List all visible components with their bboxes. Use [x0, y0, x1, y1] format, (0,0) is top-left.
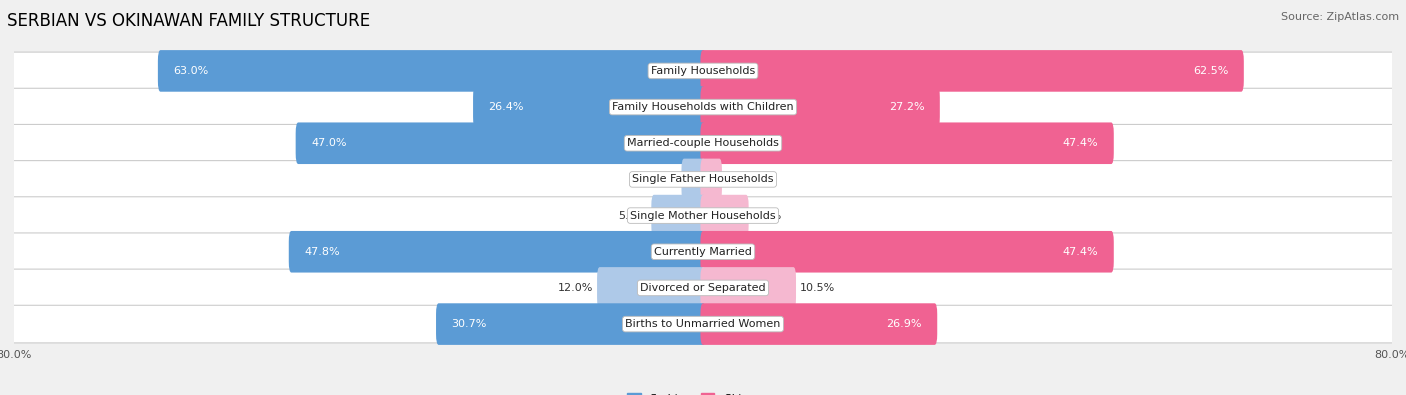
Text: Family Households: Family Households: [651, 66, 755, 76]
FancyBboxPatch shape: [6, 52, 1400, 90]
Text: Family Households with Children: Family Households with Children: [612, 102, 794, 112]
Text: 63.0%: 63.0%: [173, 66, 208, 76]
Text: Married-couple Households: Married-couple Households: [627, 138, 779, 148]
FancyBboxPatch shape: [682, 159, 706, 200]
Text: 5.0%: 5.0%: [754, 211, 782, 220]
FancyBboxPatch shape: [700, 303, 938, 345]
FancyBboxPatch shape: [295, 122, 706, 164]
FancyBboxPatch shape: [700, 50, 1244, 92]
FancyBboxPatch shape: [700, 267, 796, 309]
FancyBboxPatch shape: [6, 305, 1400, 343]
FancyBboxPatch shape: [651, 195, 706, 236]
FancyBboxPatch shape: [598, 267, 706, 309]
Text: Source: ZipAtlas.com: Source: ZipAtlas.com: [1281, 12, 1399, 22]
FancyBboxPatch shape: [472, 86, 706, 128]
Text: 47.4%: 47.4%: [1063, 138, 1098, 148]
Text: 47.4%: 47.4%: [1063, 247, 1098, 257]
Text: Single Mother Households: Single Mother Households: [630, 211, 776, 220]
FancyBboxPatch shape: [6, 161, 1400, 198]
FancyBboxPatch shape: [6, 88, 1400, 126]
FancyBboxPatch shape: [157, 50, 706, 92]
FancyBboxPatch shape: [6, 269, 1400, 307]
FancyBboxPatch shape: [700, 86, 939, 128]
Text: 26.9%: 26.9%: [886, 319, 922, 329]
Text: 10.5%: 10.5%: [800, 283, 835, 293]
Text: 27.2%: 27.2%: [889, 102, 924, 112]
Text: 30.7%: 30.7%: [451, 319, 486, 329]
Text: 26.4%: 26.4%: [488, 102, 524, 112]
Text: 2.2%: 2.2%: [648, 175, 678, 184]
FancyBboxPatch shape: [436, 303, 706, 345]
FancyBboxPatch shape: [6, 197, 1400, 234]
Text: 12.0%: 12.0%: [557, 283, 593, 293]
FancyBboxPatch shape: [288, 231, 706, 273]
Text: Divorced or Separated: Divorced or Separated: [640, 283, 766, 293]
Text: 47.8%: 47.8%: [304, 247, 340, 257]
Text: Births to Unmarried Women: Births to Unmarried Women: [626, 319, 780, 329]
Text: SERBIAN VS OKINAWAN FAMILY STRUCTURE: SERBIAN VS OKINAWAN FAMILY STRUCTURE: [7, 12, 370, 30]
Text: 5.7%: 5.7%: [619, 211, 647, 220]
Text: Currently Married: Currently Married: [654, 247, 752, 257]
FancyBboxPatch shape: [700, 159, 721, 200]
FancyBboxPatch shape: [700, 195, 748, 236]
FancyBboxPatch shape: [6, 233, 1400, 271]
Text: Single Father Households: Single Father Households: [633, 175, 773, 184]
Text: 62.5%: 62.5%: [1192, 66, 1229, 76]
Legend: Serbian, Okinawan: Serbian, Okinawan: [623, 389, 783, 395]
FancyBboxPatch shape: [700, 231, 1114, 273]
FancyBboxPatch shape: [700, 122, 1114, 164]
Text: 47.0%: 47.0%: [311, 138, 347, 148]
FancyBboxPatch shape: [6, 124, 1400, 162]
Text: 1.9%: 1.9%: [727, 175, 755, 184]
